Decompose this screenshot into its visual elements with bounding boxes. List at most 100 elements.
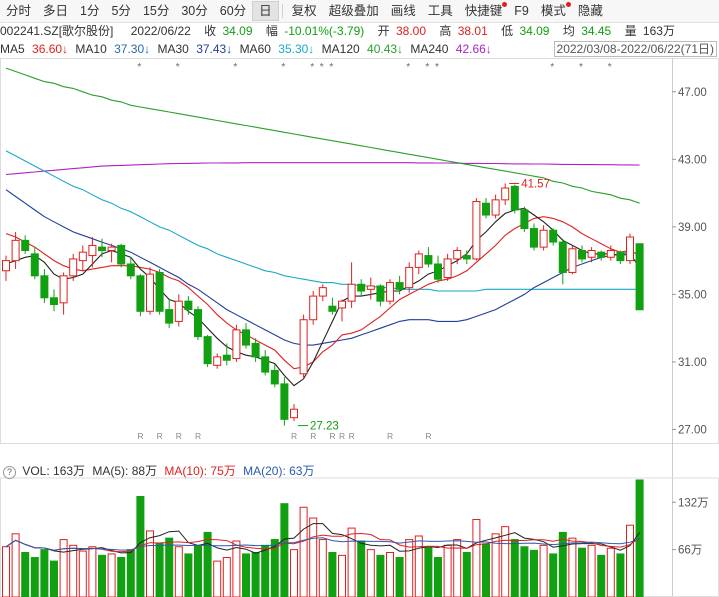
volume-bar	[462, 551, 471, 597]
event-star-marker: *	[425, 62, 429, 73]
event-star-marker: *	[281, 62, 285, 73]
extreme-value-label: 41.57	[521, 178, 550, 190]
volume-bar	[414, 535, 423, 597]
candle-body	[616, 251, 625, 262]
volume-bar	[472, 518, 481, 597]
volume-label: 量	[624, 24, 637, 38]
candle-body	[146, 273, 154, 312]
volume-bar	[270, 539, 279, 597]
candle-body	[510, 185, 519, 211]
event-star-marker: *	[233, 62, 237, 73]
volume-bar	[482, 543, 490, 597]
candle-body	[539, 229, 548, 248]
rights-r-marker: R	[387, 431, 393, 441]
volume-legend: ? VOL: 163万 MA(5): 88万 MA(10): 75万 MA(20…	[0, 462, 314, 480]
toolbar-item-3[interactable]: 5分	[111, 4, 131, 18]
ma5-value: 36.60↓	[32, 42, 69, 56]
ma60-line	[5, 150, 640, 292]
volume-bar	[242, 553, 250, 597]
toolbar-item-2[interactable]: 1分	[80, 4, 100, 18]
toolbar-item-6[interactable]: 60分	[219, 4, 247, 18]
volume-bar	[184, 553, 193, 597]
candle-body	[232, 329, 241, 360]
candle-body	[184, 300, 193, 311]
toolbar-item-10[interactable]: 画线	[390, 4, 416, 18]
volume-bar	[606, 547, 615, 597]
candle-body	[194, 309, 202, 338]
event-star-marker: *	[550, 62, 554, 73]
candle-body	[78, 251, 87, 262]
candle-body	[530, 228, 538, 248]
candle-body	[434, 263, 442, 280]
candle-body	[443, 258, 452, 279]
toolbar-item-0[interactable]: 分时	[6, 4, 32, 18]
volume-bar	[568, 537, 577, 597]
notification-dot	[502, 2, 508, 7]
candle-body	[549, 229, 558, 243]
volume-bar	[78, 550, 87, 597]
toolbar-item-14[interactable]: 模式	[535, 1, 572, 21]
ma240-line	[5, 162, 640, 176]
extreme-value-label: 27.23	[310, 421, 339, 433]
rights-r-marker: R	[349, 431, 355, 441]
toolbar-item-1[interactable]: 多日	[43, 4, 69, 18]
candle-body	[40, 275, 49, 299]
volume-bar	[146, 530, 154, 597]
candle-body	[578, 250, 586, 260]
candle-body	[88, 244, 97, 257]
candle-body	[520, 209, 529, 230]
help-icon[interactable]: ?	[3, 466, 16, 479]
low-label: 低	[501, 24, 514, 38]
rights-r-marker: R	[137, 431, 143, 441]
toolbar-item-11[interactable]: 工具	[427, 4, 453, 18]
toolbar-item-4[interactable]: 15分	[142, 4, 170, 18]
candle-body	[107, 246, 116, 251]
candle-body	[386, 282, 394, 302]
toolbar-item-9[interactable]: 超级叠加	[328, 4, 379, 18]
volume-bar	[366, 549, 375, 597]
volume-bar	[510, 539, 519, 597]
stock-code[interactable]: 002241.SZ[歌尔股份]	[0, 24, 114, 38]
price-tick-label: 43.00	[678, 154, 707, 166]
vol-ma10-label: MA(10): 75万	[164, 464, 236, 478]
candle-body	[261, 356, 270, 373]
toolbar-item-13[interactable]: F9	[514, 4, 529, 18]
price-tick-label: 27.00	[678, 424, 707, 436]
toolbar-item-12[interactable]: 快捷键	[459, 1, 509, 21]
volume-bar	[88, 546, 97, 597]
ma30-value: 37.43↓	[196, 42, 233, 56]
event-star-marker: *	[435, 62, 439, 73]
volume-bar	[318, 539, 327, 597]
candle-body	[635, 243, 644, 311]
date-range-badge[interactable]: 2022/03/08-2022/06/22(71日)	[553, 41, 717, 57]
candle-body	[213, 356, 222, 366]
event-star-marker: *	[137, 62, 141, 73]
volume-bar	[453, 539, 462, 597]
toolbar-item-5[interactable]: 30分	[181, 4, 208, 18]
volume-bar	[328, 551, 337, 597]
candle-body	[328, 305, 337, 312]
kline-chart[interactable]: 47.00 43.00 39.00 35.00 31.00 27.00 41.57 27.23…	[0, 58, 719, 597]
volume-bar	[395, 557, 404, 597]
candle-body	[338, 300, 346, 309]
change-label: 幅	[265, 24, 278, 38]
rights-r-marker: R	[176, 431, 182, 441]
candle-body	[491, 199, 500, 216]
quote-info-bar: 002241.SZ[歌尔股份] 2022/06/22 收 34.09 幅 -10…	[0, 22, 719, 40]
volume-bar	[386, 551, 394, 597]
event-star-marker: *	[406, 62, 410, 73]
volume-bar	[69, 544, 78, 597]
ma120-line	[5, 67, 640, 204]
candle-body	[347, 283, 356, 302]
toolbar-item-15[interactable]: 隐藏	[577, 4, 603, 18]
candle-body	[606, 250, 615, 258]
price-tick-label: 47.00	[678, 87, 707, 99]
volume-bar	[117, 557, 126, 597]
candle-body	[366, 285, 375, 290]
ma60-label: MA60	[239, 42, 271, 56]
candle-body	[587, 250, 596, 258]
candle-body	[501, 187, 510, 201]
volume-bar	[405, 539, 414, 597]
toolbar-item-7[interactable]: 日	[252, 1, 279, 21]
toolbar-item-8[interactable]: 复权	[291, 4, 317, 18]
